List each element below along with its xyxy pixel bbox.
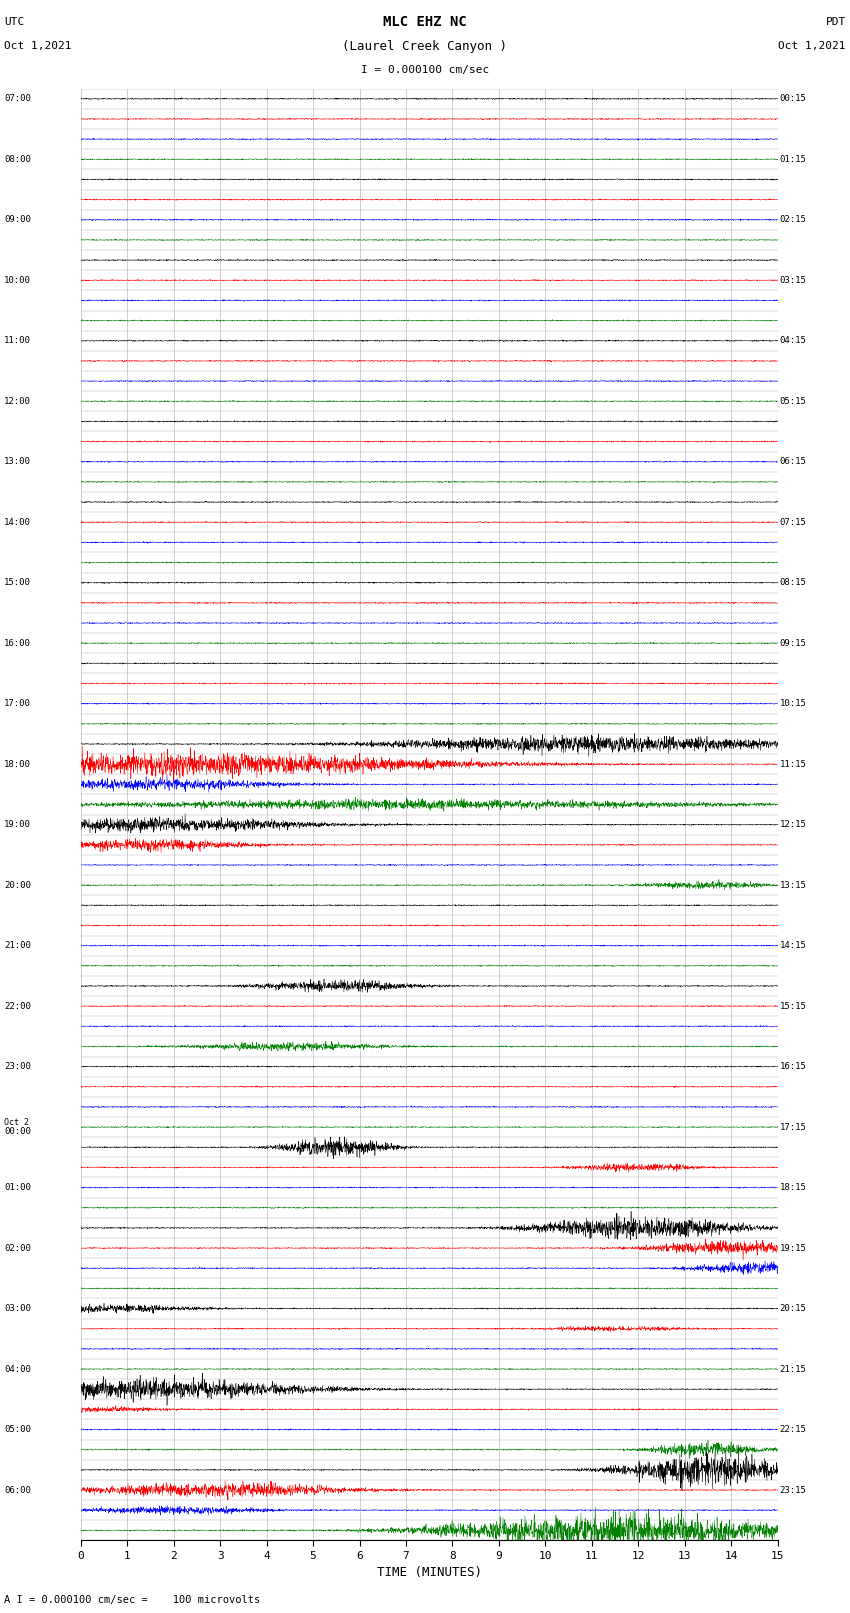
Text: 02:00: 02:00: [4, 1244, 31, 1253]
X-axis label: TIME (MINUTES): TIME (MINUTES): [377, 1566, 482, 1579]
Text: 16:00: 16:00: [4, 639, 31, 648]
Text: Oct 2: Oct 2: [4, 1118, 29, 1127]
Text: 04:15: 04:15: [779, 336, 807, 345]
Text: 16:15: 16:15: [779, 1061, 807, 1071]
Text: PDT: PDT: [825, 18, 846, 27]
Text: 10:00: 10:00: [4, 276, 31, 286]
Text: I = 0.000100 cm/sec: I = 0.000100 cm/sec: [361, 65, 489, 76]
Text: 21:15: 21:15: [779, 1365, 807, 1374]
Text: 00:00: 00:00: [4, 1127, 31, 1137]
Text: 18:15: 18:15: [779, 1182, 807, 1192]
Text: 02:15: 02:15: [779, 215, 807, 224]
Text: 07:00: 07:00: [4, 94, 31, 103]
Text: 01:00: 01:00: [4, 1182, 31, 1192]
Text: 15:15: 15:15: [779, 1002, 807, 1011]
Text: 17:15: 17:15: [779, 1123, 807, 1132]
Text: 22:00: 22:00: [4, 1002, 31, 1011]
Text: 08:00: 08:00: [4, 155, 31, 165]
Text: 10:15: 10:15: [779, 698, 807, 708]
Text: 21:00: 21:00: [4, 940, 31, 950]
Text: 05:00: 05:00: [4, 1424, 31, 1434]
Text: 19:00: 19:00: [4, 819, 31, 829]
Text: Oct 1,2021: Oct 1,2021: [4, 42, 71, 52]
Text: 09:00: 09:00: [4, 215, 31, 224]
Text: 23:15: 23:15: [779, 1486, 807, 1495]
Text: 03:00: 03:00: [4, 1303, 31, 1313]
Text: UTC: UTC: [4, 18, 25, 27]
Text: 14:00: 14:00: [4, 518, 31, 527]
Text: 08:15: 08:15: [779, 577, 807, 587]
Text: 17:00: 17:00: [4, 698, 31, 708]
Text: 15:00: 15:00: [4, 577, 31, 587]
Text: 05:15: 05:15: [779, 397, 807, 406]
Text: 03:15: 03:15: [779, 276, 807, 286]
Text: 13:15: 13:15: [779, 881, 807, 890]
Text: 14:15: 14:15: [779, 940, 807, 950]
Text: 20:15: 20:15: [779, 1303, 807, 1313]
Text: 13:00: 13:00: [4, 456, 31, 466]
Text: 04:00: 04:00: [4, 1365, 31, 1374]
Text: 12:15: 12:15: [779, 819, 807, 829]
Text: 06:15: 06:15: [779, 456, 807, 466]
Text: 09:15: 09:15: [779, 639, 807, 648]
Text: 11:15: 11:15: [779, 760, 807, 769]
Text: 18:00: 18:00: [4, 760, 31, 769]
Text: 01:15: 01:15: [779, 155, 807, 165]
Text: 06:00: 06:00: [4, 1486, 31, 1495]
Text: 07:15: 07:15: [779, 518, 807, 527]
Text: 19:15: 19:15: [779, 1244, 807, 1253]
Text: Oct 1,2021: Oct 1,2021: [779, 42, 846, 52]
Text: 20:00: 20:00: [4, 881, 31, 890]
Text: 22:15: 22:15: [779, 1424, 807, 1434]
Text: MLC EHZ NC: MLC EHZ NC: [383, 15, 467, 29]
Text: 12:00: 12:00: [4, 397, 31, 406]
Text: A I = 0.000100 cm/sec =    100 microvolts: A I = 0.000100 cm/sec = 100 microvolts: [4, 1595, 260, 1605]
Text: 23:00: 23:00: [4, 1061, 31, 1071]
Text: 11:00: 11:00: [4, 336, 31, 345]
Text: (Laurel Creek Canyon ): (Laurel Creek Canyon ): [343, 40, 507, 53]
Text: 00:15: 00:15: [779, 94, 807, 103]
